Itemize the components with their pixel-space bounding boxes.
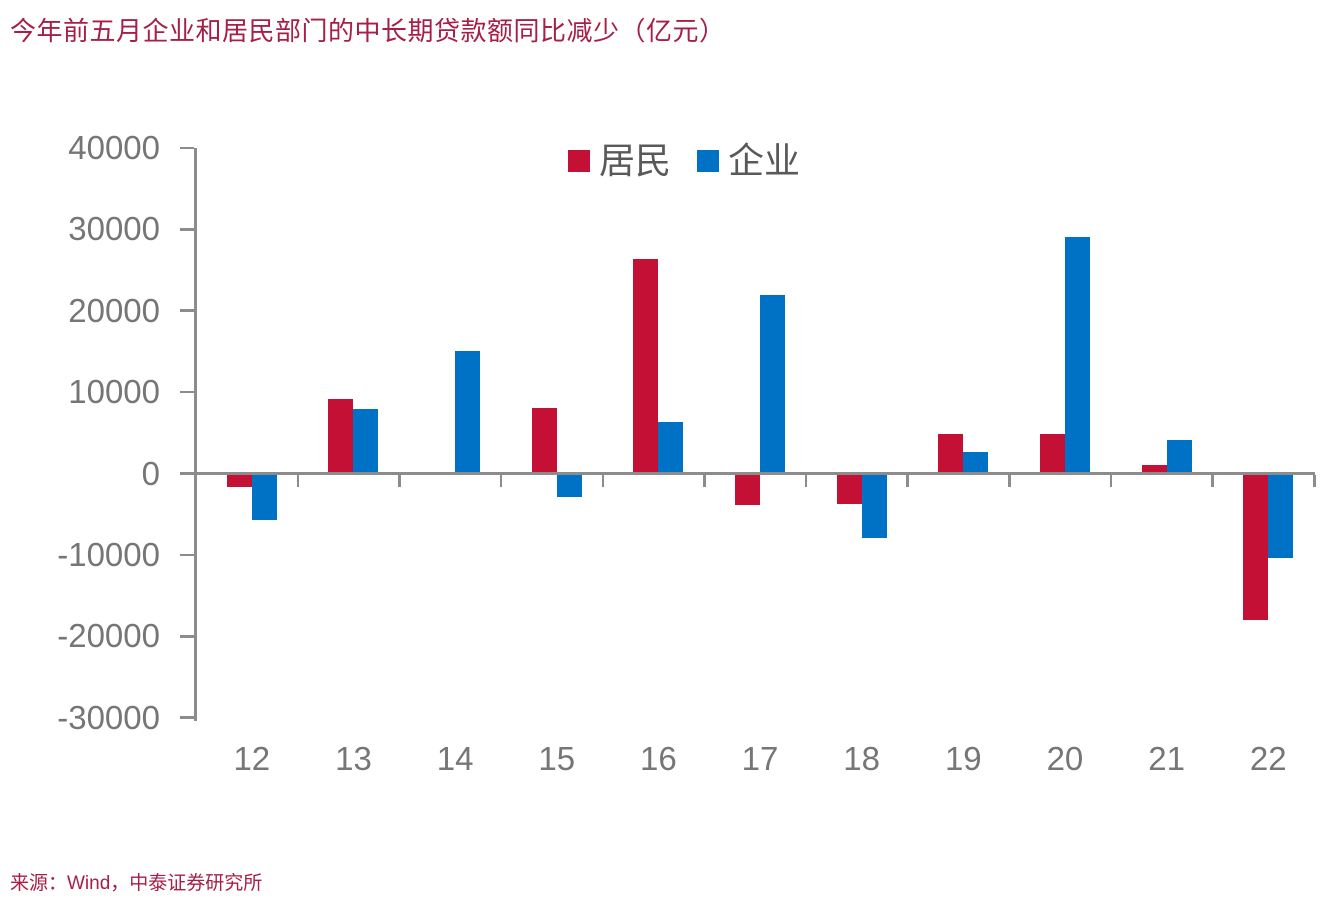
x-axis-line <box>197 472 1315 475</box>
x-axis-label: 16 <box>640 740 677 777</box>
bar-enterprise-19 <box>963 451 989 474</box>
y-axis-label: 0 <box>141 454 160 492</box>
bar-enterprise-13 <box>353 409 379 474</box>
y-axis-tick <box>180 309 194 312</box>
bar-resident-22 <box>1243 473 1269 621</box>
y-axis-tick <box>180 228 194 231</box>
bar-enterprise-14 <box>455 351 481 474</box>
y-axis-label: 10000 <box>68 373 160 411</box>
y-axis-tick <box>180 146 194 150</box>
bar-enterprise-18 <box>861 473 887 538</box>
x-axis-tick <box>1109 475 1113 487</box>
legend-label-enterprise: 企业 <box>728 140 801 181</box>
bar-enterprise-20 <box>1064 236 1090 474</box>
x-axis-tick <box>499 475 503 487</box>
bar-resident-21 <box>1141 464 1167 474</box>
bar-enterprise-21 <box>1166 440 1192 474</box>
y-axis-tick <box>180 716 194 719</box>
y-axis-label: 40000 <box>68 128 160 166</box>
enterprise-swatch-icon <box>697 150 720 172</box>
y-axis-tick <box>180 553 194 557</box>
bar-chart: 40000 30000 20000 10000 0 -10000 -20000 -30000 1… <box>57 128 1316 777</box>
chart-legend: 居民 企业 <box>568 141 800 181</box>
x-axis-label: 13 <box>335 740 372 777</box>
x-axis-label: 12 <box>233 740 271 777</box>
x-axis-label: 20 <box>1046 740 1084 777</box>
y-axis-tick <box>180 390 194 394</box>
bar-enterprise-12 <box>251 473 277 520</box>
bar-resident-13 <box>328 399 354 474</box>
bar-resident-12 <box>226 473 252 487</box>
y-axis-label: 20000 <box>68 291 160 329</box>
x-axis-label: 22 <box>1249 740 1287 777</box>
legend-item-enterprise: 企业 <box>697 141 800 181</box>
y-axis-label: -20000 <box>57 617 160 655</box>
y-axis-label: 30000 <box>68 210 160 248</box>
y-axis-tick <box>180 635 194 638</box>
resident-swatch-icon <box>568 150 590 172</box>
x-axis-label: 18 <box>843 740 881 777</box>
x-axis-tick <box>1211 475 1214 487</box>
x-axis-tick <box>601 475 605 487</box>
x-axis-label: 15 <box>538 740 576 777</box>
legend-label-resident: 居民 <box>599 140 672 181</box>
y-axis-label: -30000 <box>57 698 160 736</box>
x-axis-label: 21 <box>1148 740 1185 777</box>
bar-enterprise-22 <box>1268 473 1294 559</box>
x-axis-tick <box>906 475 909 487</box>
x-axis-tick <box>296 475 300 487</box>
chart-title: 今年前五月企业和居民部门的中长期贷款额同比减少（亿元） <box>10 16 726 46</box>
bar-resident-15 <box>531 407 557 474</box>
bar-resident-19 <box>938 434 964 474</box>
y-axis-tick <box>180 472 194 475</box>
bar-resident-17 <box>735 473 761 506</box>
x-axis-label: 17 <box>741 740 779 777</box>
x-axis-tick <box>1008 475 1011 487</box>
y-axis-label: -10000 <box>57 535 160 573</box>
bar-resident-18 <box>836 473 862 504</box>
x-axis-tick <box>398 475 401 487</box>
x-axis-tick <box>1313 475 1316 487</box>
x-axis-label: 14 <box>436 740 474 777</box>
x-axis-tick <box>703 475 706 487</box>
bar-enterprise-15 <box>556 473 582 498</box>
bar-enterprise-16 <box>658 422 684 474</box>
bar-resident-20 <box>1039 433 1065 474</box>
source-note: 来源：Wind，中泰证券研究所 <box>10 873 263 894</box>
bar-resident-16 <box>633 259 659 474</box>
y-axis-line <box>194 147 197 721</box>
x-axis-label: 19 <box>944 740 982 777</box>
bar-enterprise-17 <box>760 295 786 474</box>
x-axis-tick <box>804 475 808 487</box>
legend-item-resident: 居民 <box>568 141 671 181</box>
plot-area: 40000 30000 20000 10000 0 -10000 -20000 -30000 1… <box>57 128 1316 777</box>
